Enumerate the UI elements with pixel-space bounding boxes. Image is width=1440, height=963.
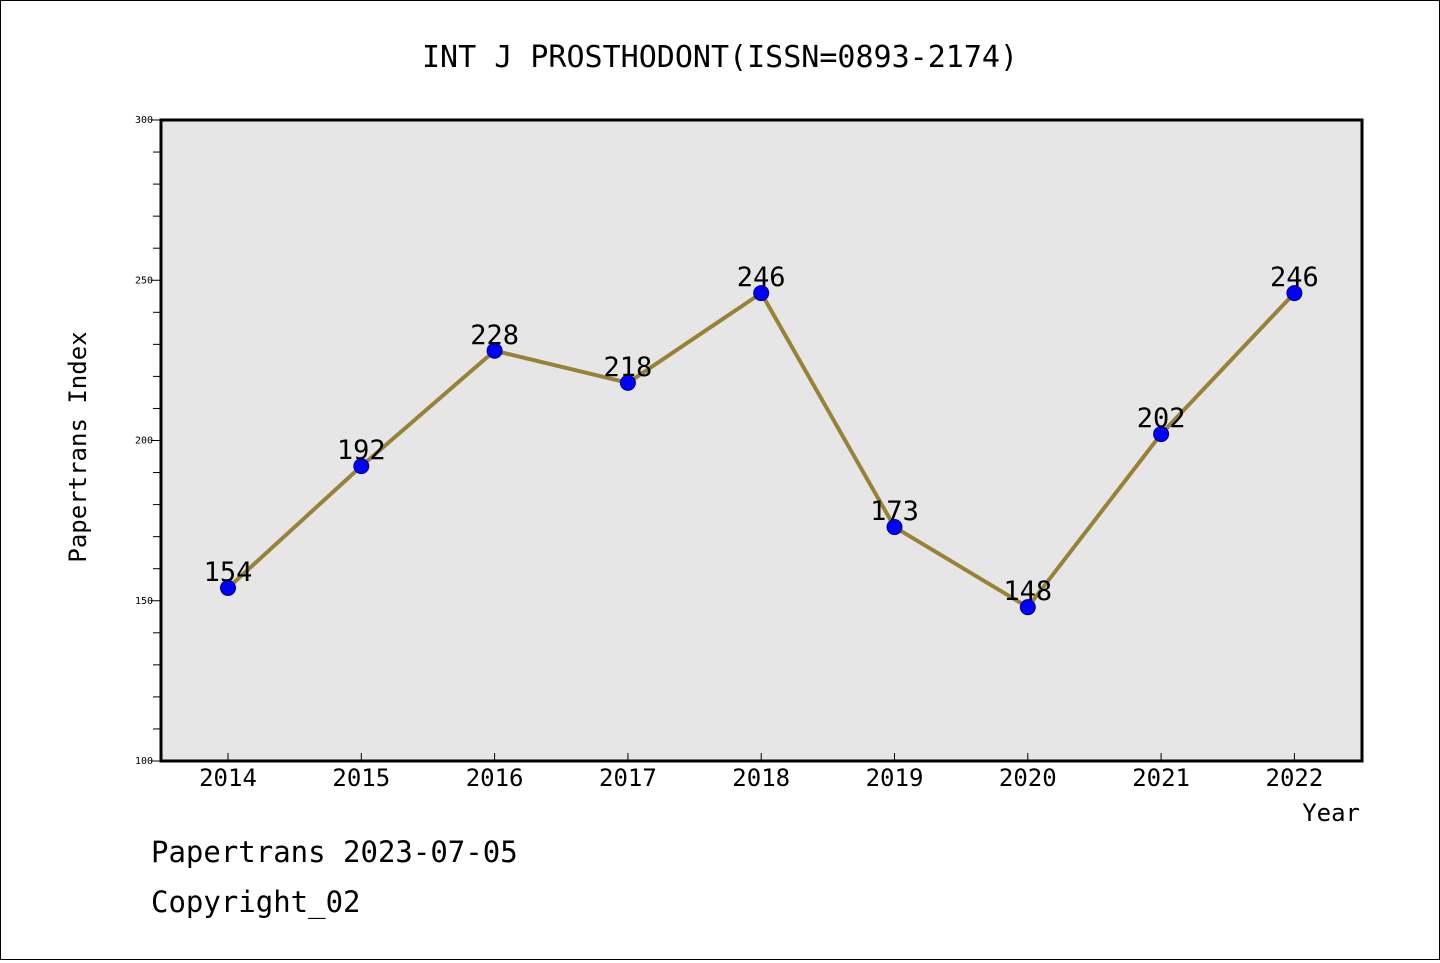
footer-copyright: Copyright_02 bbox=[151, 885, 361, 919]
data-label: 148 bbox=[1003, 576, 1052, 607]
x-axis-tick-labels: 2014 2015 2016 2017 2018 2019 2020 2021 2022 bbox=[199, 764, 1323, 792]
x-axis-label: Year bbox=[1302, 799, 1360, 827]
y-axis-label: Papertrans Index bbox=[64, 331, 92, 562]
data-label: 246 bbox=[737, 262, 786, 293]
data-label: 154 bbox=[204, 557, 253, 588]
x-tick-label: 2021 bbox=[1132, 764, 1190, 792]
y-tick-label: 300 bbox=[135, 115, 153, 126]
y-tick-label: 200 bbox=[135, 436, 153, 447]
data-label: 228 bbox=[470, 320, 519, 351]
y-tick-label: 100 bbox=[135, 756, 153, 767]
data-label: 202 bbox=[1137, 403, 1186, 434]
chart-title: INT J PROSTHODONT(ISSN=0893-2174) bbox=[422, 40, 1018, 75]
y-axis-tick-labels: 100 150 200 250 300 bbox=[135, 115, 153, 767]
x-tick-label: 2019 bbox=[866, 764, 924, 792]
chart-svg: INT J PROSTHODONT(ISSN=0893-2174) 100 150… bbox=[1, 1, 1439, 959]
data-label: 218 bbox=[604, 352, 653, 383]
x-tick-label: 2018 bbox=[732, 764, 790, 792]
x-tick-label: 2014 bbox=[199, 764, 257, 792]
y-tick-label: 150 bbox=[135, 596, 153, 607]
x-tick-label: 2016 bbox=[466, 764, 524, 792]
chart-frame: INT J PROSTHODONT(ISSN=0893-2174) 100 150… bbox=[0, 0, 1440, 960]
x-tick-label: 2022 bbox=[1266, 764, 1324, 792]
x-tick-label: 2017 bbox=[599, 764, 657, 792]
data-label: 173 bbox=[870, 496, 919, 527]
y-tick-label: 250 bbox=[135, 275, 153, 286]
data-label: 192 bbox=[337, 435, 386, 466]
data-label: 246 bbox=[1270, 262, 1319, 293]
x-tick-label: 2015 bbox=[332, 764, 390, 792]
x-tick-label: 2020 bbox=[999, 764, 1057, 792]
footer-date: Papertrans 2023-07-05 bbox=[151, 835, 518, 869]
